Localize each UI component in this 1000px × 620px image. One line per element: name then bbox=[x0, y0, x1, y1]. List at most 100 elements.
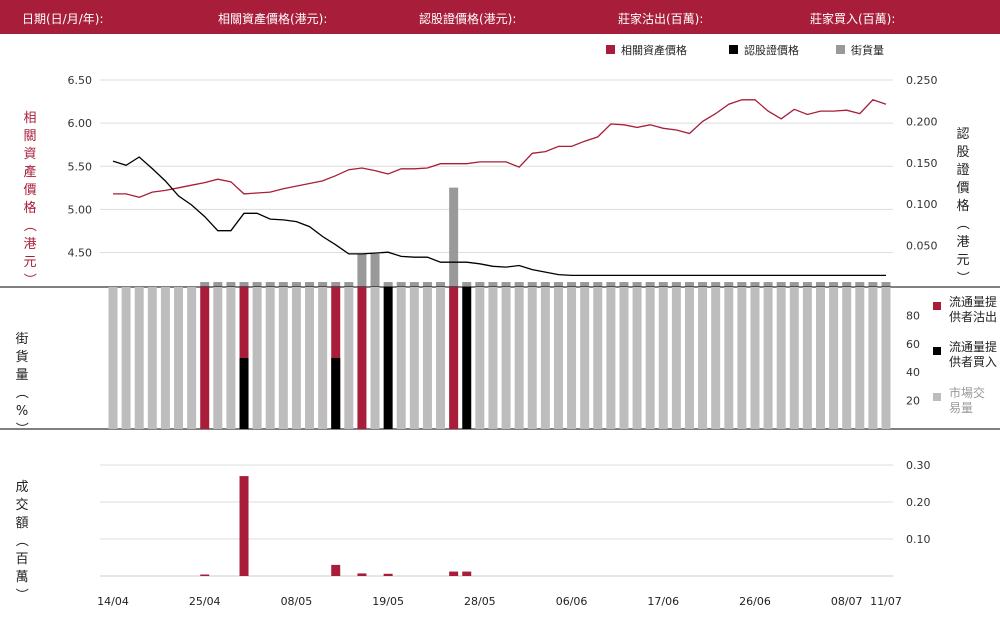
lp-buy-bar bbox=[383, 287, 393, 429]
market-volume-bar bbox=[881, 287, 891, 429]
asset-price-line bbox=[113, 99, 887, 198]
market-volume-bar bbox=[305, 287, 315, 429]
y-tick-label-left: 6.50 bbox=[68, 74, 93, 87]
svg-text:價: 價 bbox=[23, 183, 36, 198]
market-volume-bar bbox=[763, 287, 773, 429]
date-label: 日期(日/月/年): bbox=[22, 12, 104, 26]
market-volume-bar bbox=[396, 287, 406, 429]
svg-text:）: ） bbox=[954, 271, 969, 284]
outstanding-bar bbox=[829, 282, 839, 287]
svg-text:資: 資 bbox=[23, 147, 36, 162]
x-tick-label: 06/06 bbox=[556, 595, 588, 608]
svg-text:萬: 萬 bbox=[15, 570, 28, 585]
turnover-bar bbox=[383, 573, 393, 576]
legend-label: 流通量提 bbox=[949, 339, 997, 354]
svg-text:相: 相 bbox=[23, 111, 36, 126]
x-tick-label: 17/06 bbox=[647, 595, 679, 608]
market-volume-bar bbox=[147, 287, 157, 429]
legend-swatch bbox=[933, 302, 941, 310]
legend-label: 供者沽出 bbox=[949, 310, 997, 324]
outstanding-bar bbox=[278, 282, 288, 287]
asset-price-label: 相關資產價格(港元): bbox=[218, 12, 328, 26]
lp-buy-bar bbox=[239, 358, 249, 429]
turnover-bar bbox=[357, 573, 367, 576]
market-volume-bar bbox=[698, 287, 708, 429]
outstanding-bar bbox=[265, 282, 275, 287]
market-volume-bar bbox=[278, 287, 288, 429]
svg-text:額: 額 bbox=[15, 516, 28, 531]
svg-text:股: 股 bbox=[956, 145, 969, 160]
market-volume-bar bbox=[475, 287, 485, 429]
outstanding-bar bbox=[370, 253, 380, 287]
y-tick-label-right: 0.200 bbox=[906, 115, 938, 128]
market-volume-bar bbox=[684, 287, 694, 429]
outstanding-bar bbox=[750, 282, 760, 287]
warrant-price-line bbox=[112, 156, 886, 277]
market-volume-bar bbox=[802, 287, 812, 429]
legend-swatch bbox=[933, 393, 941, 401]
lp-buy-bar bbox=[462, 287, 472, 429]
market-volume-bar bbox=[789, 287, 799, 429]
market-volume-bar bbox=[553, 287, 563, 429]
legend-label: 供者買入 bbox=[949, 355, 997, 369]
x-tick-label: 11/07 bbox=[870, 595, 902, 608]
outstanding-bar bbox=[776, 282, 786, 287]
market-volume-bar bbox=[160, 287, 170, 429]
svg-text:）: ） bbox=[13, 422, 28, 435]
market-volume-bar bbox=[187, 287, 197, 429]
outstanding-bar bbox=[462, 282, 472, 287]
outstanding-bar bbox=[567, 282, 577, 287]
warrant-price-label: 認股證價格(港元): bbox=[419, 12, 517, 26]
outstanding-bar bbox=[527, 282, 537, 287]
outstanding-bar bbox=[383, 282, 393, 287]
outstanding-bar bbox=[606, 282, 616, 287]
legend-swatch bbox=[606, 45, 615, 54]
market-volume-bar bbox=[776, 287, 786, 429]
outstanding-bar bbox=[881, 282, 891, 287]
outstanding-bar bbox=[789, 282, 799, 287]
y-tick-label-right: 80 bbox=[906, 309, 920, 322]
y-tick-label-right: 0.10 bbox=[906, 533, 931, 546]
legend-label: 市場交 bbox=[949, 385, 985, 400]
legend-label: 街貨量 bbox=[851, 43, 884, 57]
y-axis-title-right: 認股證價格 （ 港元 ） bbox=[954, 126, 969, 284]
market-volume-bar bbox=[370, 287, 380, 429]
svg-text:元: 元 bbox=[956, 253, 969, 268]
outstanding-bar bbox=[357, 253, 367, 287]
svg-text:%: % bbox=[16, 404, 28, 419]
market-volume-bar bbox=[580, 287, 590, 429]
legend-swatch bbox=[836, 45, 845, 54]
y-axis-title-left: 成交額 （ 百萬 ） bbox=[13, 480, 28, 601]
svg-text:街: 街 bbox=[15, 332, 28, 347]
outstanding-bar bbox=[252, 282, 262, 287]
outstanding-bar bbox=[645, 282, 655, 287]
market-volume-bar bbox=[658, 287, 668, 429]
turnover-bar bbox=[239, 476, 249, 576]
market-volume-bar bbox=[711, 287, 721, 429]
y-tick-label-right: 0.30 bbox=[906, 459, 931, 472]
svg-text:量: 量 bbox=[15, 368, 28, 383]
outstanding-bar bbox=[540, 282, 550, 287]
legend-label: 流通量提 bbox=[949, 294, 997, 309]
market-volume-bar bbox=[645, 287, 655, 429]
y-tick-label-right: 20 bbox=[906, 395, 920, 408]
market-volume-bar bbox=[318, 287, 328, 429]
svg-text:港: 港 bbox=[23, 237, 36, 252]
svg-text:貨: 貨 bbox=[15, 349, 28, 365]
market-volume-bar bbox=[501, 287, 511, 429]
y-tick-label-right: 60 bbox=[906, 338, 920, 351]
outstanding-bar bbox=[291, 282, 301, 287]
buy-label: 莊家買入(百萬): bbox=[810, 12, 896, 26]
lp-buy-bar bbox=[331, 358, 341, 429]
market-volume-bar bbox=[567, 287, 577, 429]
outstanding-bar bbox=[436, 282, 446, 287]
market-volume-bar bbox=[252, 287, 262, 429]
y-axis-title-left: 相關資產價格 （ 港元 ） bbox=[21, 111, 36, 286]
market-volume-bar bbox=[855, 287, 865, 429]
y-tick-label-right: 0.20 bbox=[906, 496, 931, 509]
x-tick-label: 08/05 bbox=[281, 595, 313, 608]
outstanding-bar bbox=[553, 282, 563, 287]
outstanding-bar bbox=[305, 282, 315, 287]
outstanding-bar bbox=[318, 282, 328, 287]
